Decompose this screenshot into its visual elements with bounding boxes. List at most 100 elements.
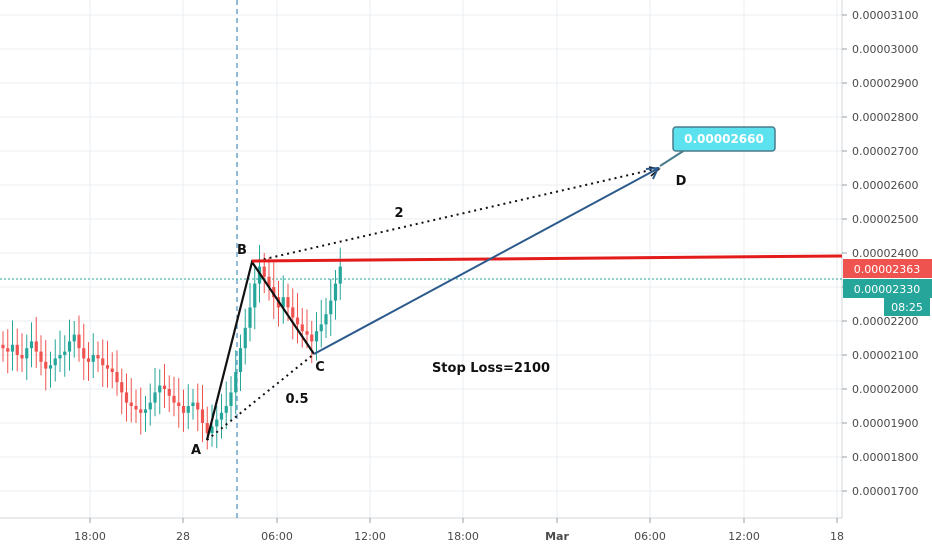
candle-body [48,365,53,369]
candle-body [148,402,152,410]
candle-body [215,419,219,427]
price-tick-label: 0.00002800 [852,111,918,124]
candle-body [224,406,228,413]
resistance-line [251,254,843,263]
candle-body [77,334,81,349]
price-tick-label: 0.00002100 [852,349,918,362]
candle-body [44,361,48,369]
candle-body [238,348,243,372]
candle-body [305,331,309,335]
price-tick-label: 0.00002700 [852,145,918,158]
candle-body [319,324,323,332]
time-tick-label: 28 [176,530,190,543]
candle-body [191,402,195,406]
bc-ratio-label: 0.5 [285,392,308,407]
candle-body [120,382,124,393]
candle-body [267,276,271,287]
candle-body [162,385,167,389]
candle-body [286,297,290,308]
point-d-label: D [676,174,687,189]
candle-body [281,297,285,308]
time-tick-label: 12:00 [354,530,386,543]
current-price-badge [843,259,932,278]
candle-body [333,283,338,301]
candle-body [34,341,38,352]
price-tick-label: 0.00002000 [852,383,918,396]
candle-body [72,334,76,342]
candle-body [39,351,43,362]
current-price-badge-text: 0.00002363 [854,263,920,276]
annotations: 0.00002660 A B C D 2 0.5 Stop Loss=2100 [191,126,843,458]
price-tick-label: 0.00002500 [852,213,918,226]
time-tick-label: Mar [545,530,569,543]
time-tick-label: 18:00 [74,530,106,543]
candle-body [234,372,238,393]
candle-body [338,266,342,284]
candle-body [82,348,86,359]
candle-body [196,402,200,410]
candles [1,244,342,450]
candle-body [248,307,252,328]
candle-body [101,358,105,366]
target-callout-box[interactable] [672,126,776,152]
candle-body [200,409,205,423]
candle-body [219,412,224,420]
candle-body [115,372,119,383]
candle-body [63,351,67,355]
candle-body [243,327,247,349]
candle-body [257,266,262,284]
price-tick-label: 0.00003000 [852,43,918,56]
time-tick-label: 12:00 [728,530,760,543]
candle-body [329,300,333,315]
candle-body [186,406,190,413]
time-tick-label: 18:00 [447,530,479,543]
time-axis[interactable]: 18:00 28 06:00 12:00 18:00 Mar 06:00 12:00 18 [74,518,844,543]
price-badges: 0.00002363 0.00002330 08:25 [843,259,932,316]
candle-body [29,341,34,349]
countdown-badge [884,298,930,316]
ac-ratio-line [206,353,315,441]
candle-body [229,392,233,406]
candle-body [110,368,114,372]
candle-body [153,392,157,403]
price-tick-label: 0.00002900 [852,77,918,90]
target-callout-text: 0.00002660 [684,132,764,146]
candle-body [143,409,148,413]
candle-body [295,317,300,325]
candle-body [91,355,95,362]
point-c-label: C [315,360,325,375]
candle-body [96,355,100,359]
stop-loss-label: Stop Loss=2100 [432,361,550,376]
candle-body [310,334,314,342]
candle-body [291,307,295,318]
candle-body [53,358,57,366]
candle-body [124,392,129,403]
price-tick-label: 0.00002400 [852,247,918,260]
candle-body [158,385,162,393]
candle-body [25,348,29,359]
price-tick-label: 0.00001900 [852,417,918,430]
price-tick-label: 0.00001800 [852,451,918,464]
last-price-badge-text: 0.00002330 [854,283,920,296]
last-price-badge [843,279,932,298]
time-tick-label: 06:00 [634,530,666,543]
price-tick-label: 0.00002200 [852,315,918,328]
price-tick-label: 0.00003100 [852,9,918,22]
projection-arrowhead [645,166,660,180]
price-tick-label: 0.00002600 [852,179,918,192]
price-tick-label: 0.00001700 [852,485,918,498]
time-tick-label: 18 [830,530,844,543]
candle-body [300,324,304,332]
candle-body [67,341,72,352]
candle-body [181,406,186,413]
candle-body [314,331,319,342]
candle-body [177,402,181,406]
point-b-label: B [237,243,247,258]
price-axis[interactable]: 0.00001700 0.00001800 0.00001900 0.00002000… [842,9,918,498]
candle-body [167,389,171,396]
candle-body [205,423,209,434]
ab-ratio-label: 2 [394,206,403,221]
candle-body [210,426,214,434]
